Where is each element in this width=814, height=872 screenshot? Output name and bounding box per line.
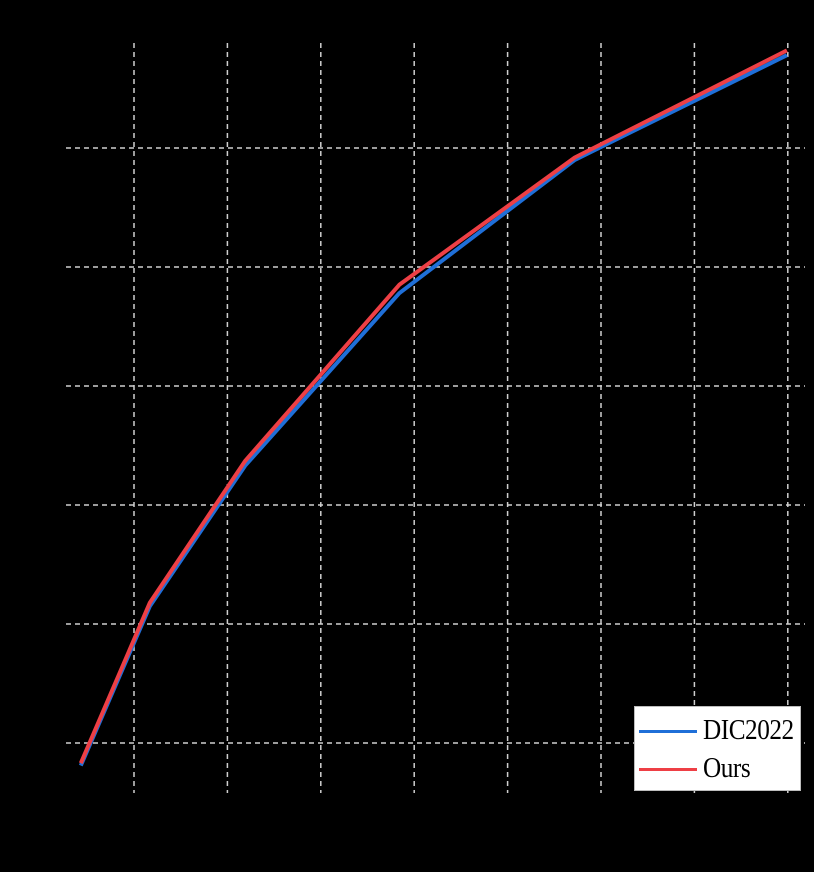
legend-line-icon-blue <box>639 729 697 733</box>
series-line-ours <box>78 48 788 764</box>
legend-label: Ours <box>703 753 751 784</box>
legend-label: DIC2022 <box>703 715 794 746</box>
chart-legend: DIC2022 Ours <box>634 706 801 791</box>
legend-item-ours: Ours <box>639 751 755 787</box>
data-series <box>78 48 788 767</box>
legend-item-dic2022: DIC2022 <box>639 713 804 749</box>
legend-line-icon-red <box>639 767 697 771</box>
